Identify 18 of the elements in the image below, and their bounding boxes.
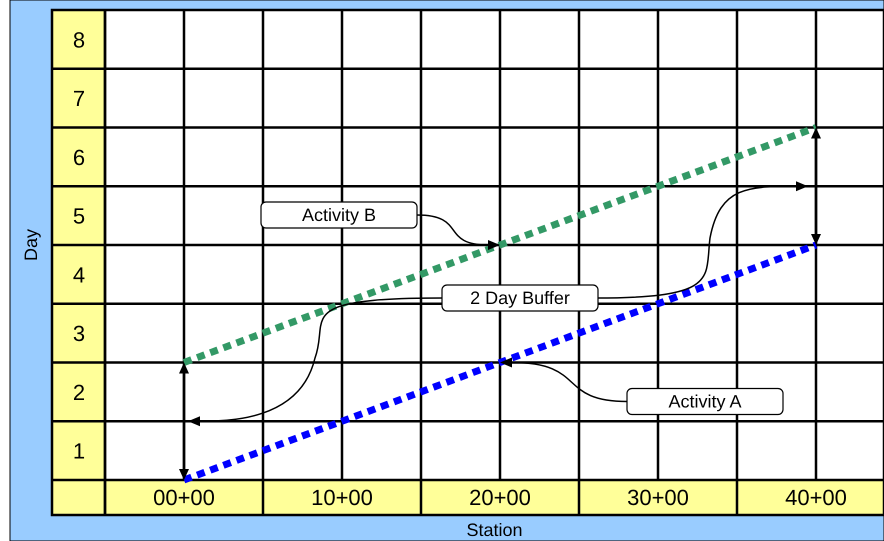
text: Activity B [302,205,376,225]
y-tick-label: 4 [72,262,86,288]
y-tick-label: 7 [72,86,86,112]
y-axis-title: Day [21,228,41,262]
y-tick-label: 6 [72,144,86,170]
annotation: 2 Day Buffer [470,288,570,308]
y-tick-label: 3 [72,321,86,346]
x-tick-label: 40+00 [785,485,847,510]
x-tick-label: 10+00 [311,485,373,510]
x-tick-label: 20+00 [469,485,531,510]
text: Activity A [668,392,742,412]
y-tick-label: 5 [72,204,86,229]
y-tick-label: 8 [72,27,86,52]
x-tick-label: 30+00 [627,485,689,510]
y-tick-label: 2 [72,380,86,405]
y-tick-label: 1 [72,438,86,464]
x-axis-title: Station [466,520,523,540]
x-tick-label: 00+00 [153,485,215,510]
